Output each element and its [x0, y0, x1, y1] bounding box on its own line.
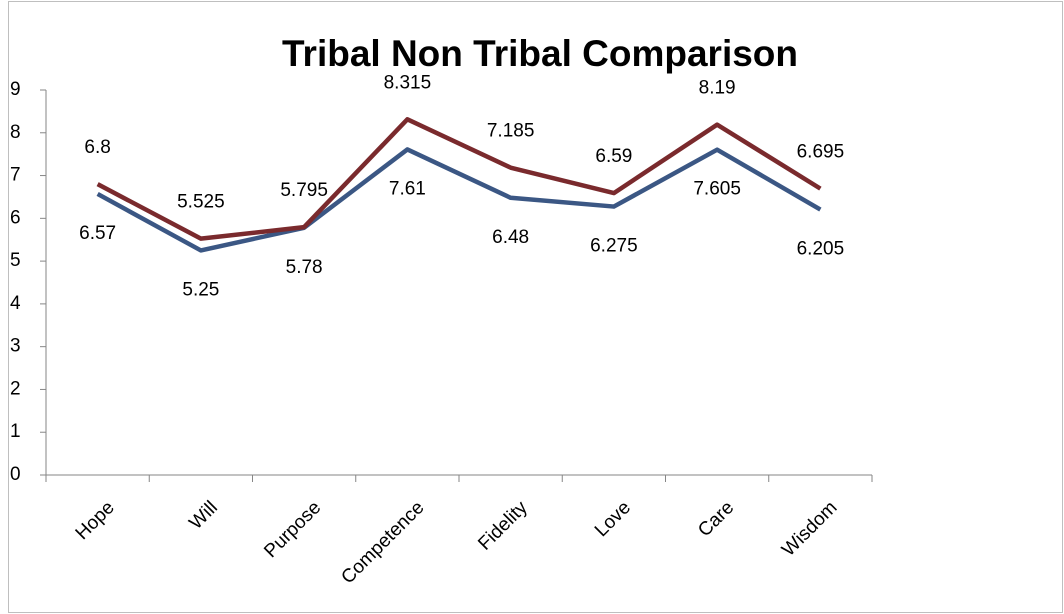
- y-tick-label: 2: [10, 378, 21, 399]
- data-label: 8.19: [699, 78, 736, 99]
- y-tick-label: 1: [10, 421, 21, 442]
- series-line: [96, 117, 822, 241]
- data-label: 7.61: [389, 178, 426, 199]
- data-label: 7.605: [693, 179, 741, 200]
- data-label: 6.205: [797, 239, 845, 260]
- data-label: 5.525: [177, 192, 225, 213]
- y-tick-label: 4: [10, 293, 21, 314]
- y-tick-label: 5: [10, 250, 21, 271]
- data-label: 6.48: [492, 227, 529, 248]
- data-label: 8.315: [384, 72, 432, 93]
- data-label: 6.57: [79, 223, 116, 244]
- data-label: 7.185: [487, 121, 535, 142]
- chart-frame: [8, 1, 1063, 613]
- data-label: 5.25: [182, 279, 219, 300]
- data-label: 6.275: [590, 236, 638, 257]
- y-tick-label: 6: [10, 207, 21, 228]
- y-tick-label: 7: [10, 165, 21, 186]
- series-line: [96, 147, 822, 253]
- data-label: 5.78: [286, 257, 323, 278]
- y-tick-label: 0: [10, 464, 21, 485]
- chart-title: Tribal Non Tribal Comparison: [282, 33, 798, 74]
- y-tick-label: 9: [10, 79, 21, 100]
- y-tick-label: 3: [10, 336, 21, 357]
- data-label: 6.695: [797, 142, 845, 163]
- y-tick-label: 8: [10, 122, 21, 143]
- data-label: 6.8: [84, 137, 110, 158]
- data-label: 5.795: [280, 180, 328, 201]
- data-label: 6.59: [595, 146, 632, 167]
